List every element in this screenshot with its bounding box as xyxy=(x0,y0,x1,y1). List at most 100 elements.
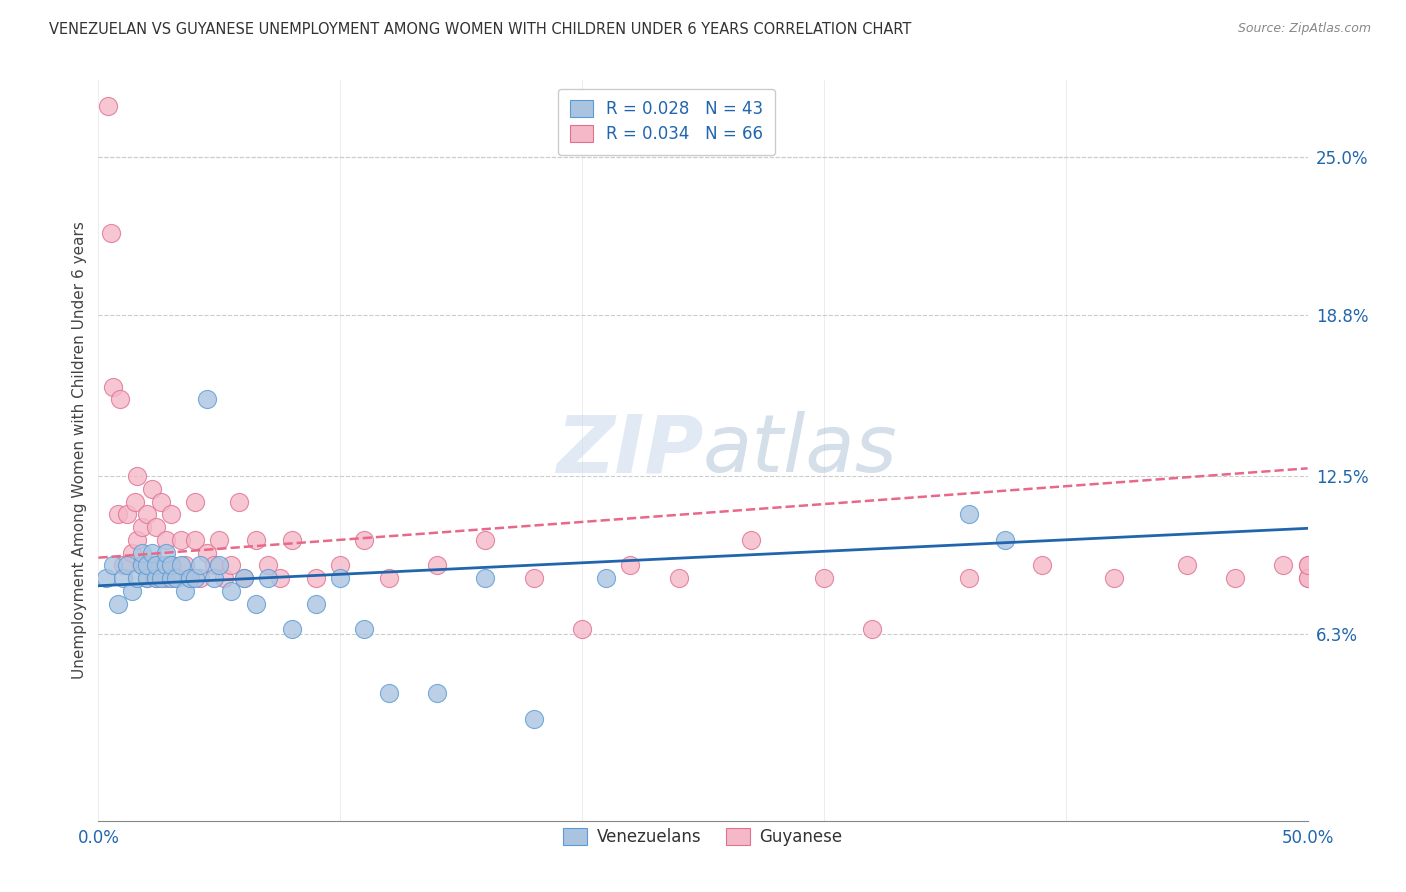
Guyanese xyxy=(145,520,167,534)
Venezuelans xyxy=(305,597,328,611)
Venezuelans xyxy=(256,571,278,585)
Guyanese xyxy=(97,99,120,113)
Guyanese xyxy=(305,571,328,585)
Venezuelans xyxy=(221,583,243,598)
Guyanese xyxy=(329,558,352,573)
Guyanese xyxy=(135,508,157,522)
Y-axis label: Unemployment Among Women with Children Under 6 years: Unemployment Among Women with Children U… xyxy=(72,221,87,680)
Guyanese xyxy=(523,571,546,585)
Guyanese xyxy=(668,571,690,585)
Guyanese xyxy=(155,533,177,547)
Guyanese xyxy=(179,571,201,585)
Venezuelans xyxy=(121,583,143,598)
Guyanese xyxy=(1296,571,1319,585)
Venezuelans xyxy=(353,622,375,636)
Guyanese xyxy=(245,533,267,547)
Venezuelans xyxy=(135,571,157,585)
Guyanese xyxy=(269,571,291,585)
Guyanese xyxy=(165,571,187,585)
Guyanese xyxy=(184,533,207,547)
Guyanese xyxy=(571,622,593,636)
Guyanese xyxy=(1296,558,1319,573)
Venezuelans xyxy=(245,597,267,611)
Venezuelans xyxy=(994,533,1017,547)
Venezuelans xyxy=(135,558,157,573)
Guyanese xyxy=(813,571,835,585)
Venezuelans xyxy=(169,558,191,573)
Venezuelans xyxy=(160,558,183,573)
Guyanese xyxy=(228,494,250,508)
Guyanese xyxy=(377,571,399,585)
Guyanese xyxy=(108,392,131,407)
Venezuelans xyxy=(150,571,173,585)
Text: VENEZUELAN VS GUYANESE UNEMPLOYMENT AMONG WOMEN WITH CHILDREN UNDER 6 YEARS CORR: VENEZUELAN VS GUYANESE UNEMPLOYMENT AMON… xyxy=(49,22,911,37)
Guyanese xyxy=(150,494,173,508)
Guyanese xyxy=(131,520,153,534)
Venezuelans xyxy=(155,558,177,573)
Guyanese xyxy=(232,571,254,585)
Venezuelans xyxy=(127,571,149,585)
Venezuelans xyxy=(232,571,254,585)
Venezuelans xyxy=(165,571,187,585)
Venezuelans xyxy=(155,545,177,559)
Venezuelans xyxy=(208,558,231,573)
Guyanese xyxy=(188,571,211,585)
Guyanese xyxy=(281,533,304,547)
Guyanese xyxy=(117,508,139,522)
Guyanese xyxy=(957,571,980,585)
Venezuelans xyxy=(188,558,211,573)
Guyanese xyxy=(174,558,197,573)
Venezuelans xyxy=(107,597,129,611)
Venezuelans xyxy=(117,558,139,573)
Guyanese xyxy=(100,227,122,241)
Venezuelans xyxy=(184,571,207,585)
Venezuelans xyxy=(131,558,153,573)
Venezuelans xyxy=(101,558,124,573)
Venezuelans xyxy=(160,571,183,585)
Guyanese xyxy=(111,558,134,573)
Venezuelans xyxy=(141,545,163,559)
Guyanese xyxy=(150,558,173,573)
Guyanese xyxy=(1175,558,1198,573)
Guyanese xyxy=(1031,558,1053,573)
Guyanese xyxy=(619,558,641,573)
Guyanese xyxy=(135,571,157,585)
Venezuelans xyxy=(329,571,352,585)
Venezuelans xyxy=(523,712,546,726)
Guyanese xyxy=(860,622,883,636)
Guyanese xyxy=(1272,558,1295,573)
Venezuelans xyxy=(281,622,304,636)
Guyanese xyxy=(1102,571,1125,585)
Venezuelans xyxy=(204,571,226,585)
Venezuelans xyxy=(595,571,617,585)
Legend: Venezuelans, Guyanese: Venezuelans, Guyanese xyxy=(557,822,849,853)
Venezuelans xyxy=(145,558,167,573)
Venezuelans xyxy=(94,571,117,585)
Venezuelans xyxy=(474,571,496,585)
Guyanese xyxy=(107,508,129,522)
Venezuelans xyxy=(426,686,449,700)
Venezuelans xyxy=(145,571,167,585)
Guyanese xyxy=(127,533,149,547)
Guyanese xyxy=(131,558,153,573)
Venezuelans xyxy=(195,392,218,407)
Guyanese xyxy=(353,533,375,547)
Venezuelans xyxy=(111,571,134,585)
Guyanese xyxy=(141,482,163,496)
Guyanese xyxy=(160,508,183,522)
Guyanese xyxy=(101,379,124,393)
Guyanese xyxy=(169,533,191,547)
Venezuelans xyxy=(957,508,980,522)
Guyanese xyxy=(204,558,226,573)
Guyanese xyxy=(160,558,183,573)
Guyanese xyxy=(740,533,762,547)
Venezuelans xyxy=(174,583,197,598)
Guyanese xyxy=(1223,571,1246,585)
Guyanese xyxy=(145,571,167,585)
Venezuelans xyxy=(131,545,153,559)
Text: Source: ZipAtlas.com: Source: ZipAtlas.com xyxy=(1237,22,1371,36)
Guyanese xyxy=(474,533,496,547)
Guyanese xyxy=(127,469,149,483)
Text: ZIP: ZIP xyxy=(555,411,703,490)
Guyanese xyxy=(1296,571,1319,585)
